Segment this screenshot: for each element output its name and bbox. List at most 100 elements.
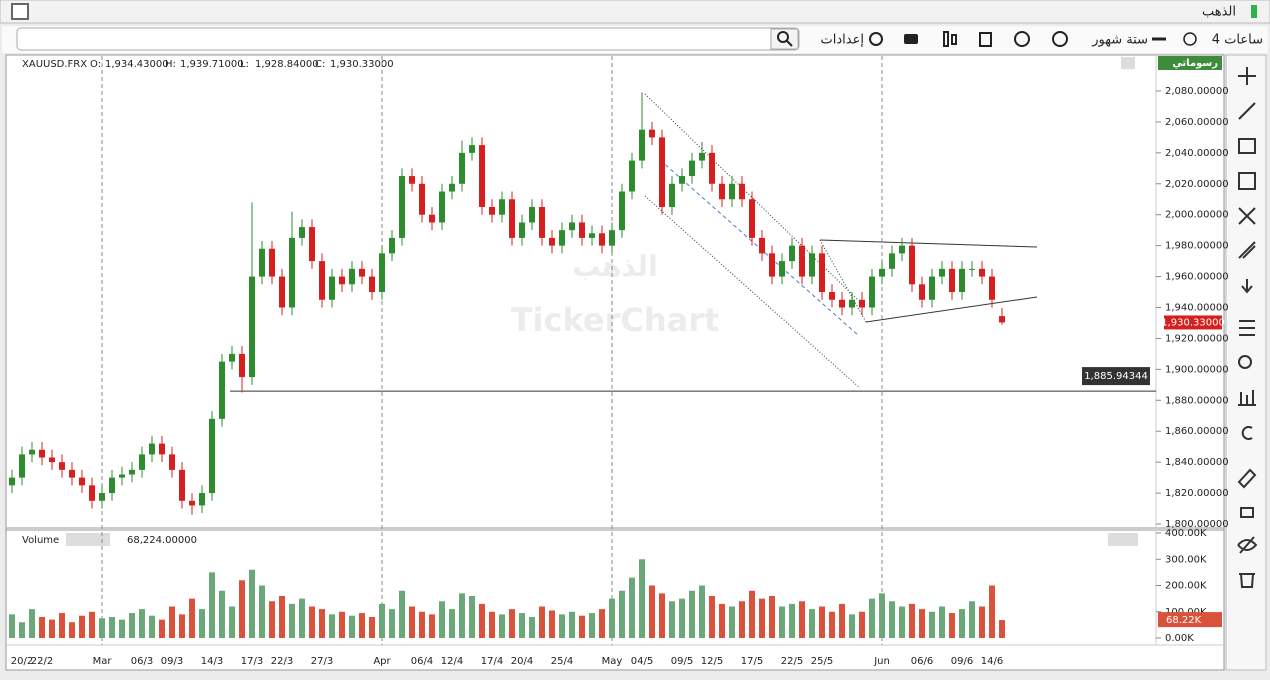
- candle-body: [409, 176, 415, 184]
- drawings-button[interactable]: [1158, 56, 1222, 70]
- drawings-label[interactable]: رسوماتي: [1172, 58, 1218, 69]
- volume-bar: [919, 609, 925, 638]
- x-tick-label: 12/5: [701, 656, 723, 667]
- fib-tool[interactable]: [1238, 172, 1256, 190]
- candle-body: [609, 230, 615, 246]
- window-button[interactable]: [11, 3, 29, 20]
- volume-bar: [159, 619, 165, 638]
- zoom-tool[interactable]: [1238, 355, 1252, 369]
- hline-tag: [1082, 367, 1150, 386]
- volume-bar: [929, 611, 935, 638]
- volume-bar: [409, 606, 415, 638]
- x-tick-label: 17/4: [481, 656, 503, 667]
- clear-tool[interactable]: [1241, 426, 1253, 440]
- candle-body: [999, 316, 1005, 323]
- volume-bar: [679, 598, 685, 638]
- candle-body: [659, 137, 665, 207]
- y-tick-label: 2,020.00000: [1165, 179, 1229, 190]
- settings-button[interactable]: إعدادات: [821, 33, 864, 48]
- candle-body: [849, 299, 855, 308]
- interval-button[interactable]: 4 ساعات: [1212, 33, 1263, 48]
- x-tick-label: Mar: [93, 656, 113, 667]
- candle-body: [979, 268, 985, 277]
- triangle-line: [819, 239, 867, 323]
- candle-body: [329, 276, 335, 300]
- candle-body: [319, 261, 325, 300]
- auto-icon[interactable]: [1014, 31, 1030, 47]
- range-button[interactable]: ستة شهور: [1091, 33, 1148, 48]
- candle-body: [779, 261, 785, 277]
- candle-body: [439, 191, 445, 223]
- volume-bar: [149, 615, 155, 638]
- candle-body: [669, 183, 675, 207]
- list-tool[interactable]: [1239, 320, 1255, 336]
- volume-bar: [759, 598, 765, 638]
- hide-tool[interactable]: [1237, 536, 1258, 554]
- candle-body: [939, 268, 945, 277]
- candle-body: [309, 227, 315, 262]
- gann-tool[interactable]: [1238, 241, 1256, 259]
- candle-body: [569, 222, 575, 231]
- volume-bar: [489, 611, 495, 638]
- candle-body: [159, 443, 165, 455]
- y-tick-label: 1,940.00000: [1165, 303, 1229, 314]
- lock-tool[interactable]: [1240, 507, 1254, 518]
- panel-menu[interactable]: [1121, 57, 1135, 69]
- candle-body: [349, 268, 355, 285]
- arrow-tool[interactable]: [1241, 279, 1253, 294]
- volume-title: Volume: [22, 535, 59, 546]
- candle-body: [989, 276, 995, 300]
- volume-bar: [499, 614, 505, 638]
- candle-body: [809, 253, 815, 277]
- volume-controls[interactable]: [66, 533, 110, 546]
- candle-body: [59, 462, 65, 470]
- volume-bar: [359, 613, 365, 638]
- volume-bar: [509, 609, 515, 638]
- x-tick-label: 04/5: [631, 656, 653, 667]
- x-tick-label: 22/2: [31, 656, 53, 667]
- x-tick-label: 25/5: [811, 656, 833, 667]
- candle-body: [109, 477, 115, 494]
- search-box[interactable]: [16, 27, 800, 51]
- candle-body: [179, 469, 185, 501]
- volume-bar: [39, 617, 45, 638]
- volume-bar: [839, 603, 845, 638]
- candle-body: [449, 183, 455, 192]
- volume-bar: [529, 617, 535, 638]
- camera-icon[interactable]: [904, 34, 918, 44]
- measure-tool[interactable]: [1238, 390, 1256, 406]
- y-tick-label: 1,820.00000: [1165, 488, 1229, 499]
- indicator-icon[interactable]: [1052, 31, 1068, 47]
- volume-bar: [979, 606, 985, 638]
- volume-bar: [109, 617, 115, 638]
- watermark: الذهب: [572, 250, 657, 283]
- y-tick-label: 1,900.00000: [1165, 364, 1229, 375]
- candle-body: [749, 199, 755, 238]
- volume-bar: [799, 601, 805, 638]
- candle-body: [129, 469, 135, 475]
- volume-bar: [789, 603, 795, 638]
- settings-icon[interactable]: [869, 32, 883, 46]
- rect-tool[interactable]: [1238, 138, 1256, 154]
- candle-icon[interactable]: [943, 31, 949, 47]
- delete-tool[interactable]: [1239, 573, 1255, 588]
- candle-body: [589, 233, 595, 238]
- candle-body: [169, 454, 175, 470]
- candle-body: [599, 233, 605, 246]
- candle-body: [629, 160, 635, 192]
- candle-body: [539, 206, 545, 238]
- volume-bar: [349, 615, 355, 638]
- bar-icon[interactable]: [979, 32, 992, 47]
- volume-bar: [139, 609, 145, 638]
- candle-body: [479, 145, 485, 207]
- paint-tool[interactable]: [1237, 468, 1257, 489]
- x-tick-label: Apr: [373, 656, 391, 667]
- volume-bar: [259, 585, 265, 638]
- volume-panel-menu[interactable]: [1108, 533, 1138, 546]
- volume-bar: [29, 609, 35, 638]
- pattern-tool[interactable]: [1238, 207, 1256, 225]
- line-tool[interactable]: [1238, 102, 1256, 120]
- volume-bar: [989, 585, 995, 638]
- volume-bar: [179, 614, 185, 638]
- candle-body: [99, 493, 105, 501]
